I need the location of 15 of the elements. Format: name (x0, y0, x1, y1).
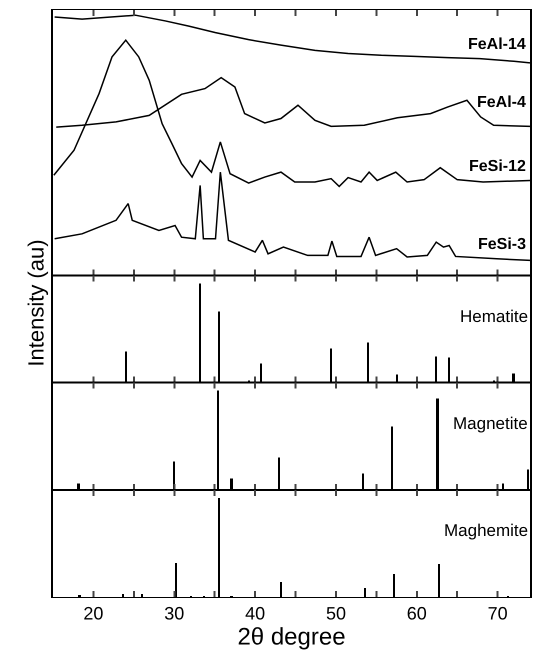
y-axis-title: Intensity (au) (24, 239, 49, 367)
series-label: Magnetite (453, 414, 528, 433)
series-label: FeAl-4 (477, 94, 526, 111)
series-label: Hematite (460, 307, 528, 326)
x-tick-label: 50 (326, 604, 346, 624)
series-label: Maghemite (444, 521, 528, 540)
series-label: FeSi-12 (469, 158, 526, 175)
series-label: FeAl-14 (468, 36, 526, 53)
x-tick-label: 20 (83, 604, 104, 624)
x-axis-title: 2θ degree (237, 624, 346, 651)
x-tick-label: 40 (245, 604, 266, 624)
x-tick-label: 30 (164, 604, 184, 624)
series-label: FeSi-3 (478, 236, 526, 253)
x-tick-label: 70 (488, 604, 508, 624)
x-tick-label: 60 (406, 604, 427, 624)
